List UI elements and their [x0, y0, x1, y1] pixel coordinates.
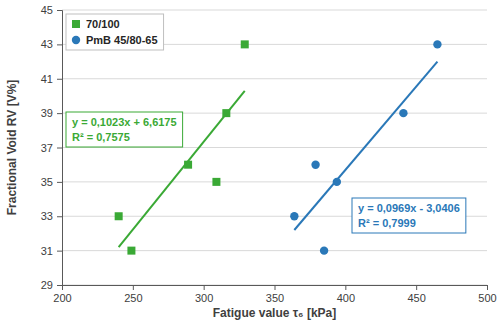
- tick-mark: [57, 79, 62, 80]
- legend-label: PmB 45/80-65: [86, 34, 158, 46]
- tick-mark: [57, 285, 62, 286]
- tick-label: 45: [41, 4, 53, 16]
- tick-label: 33: [41, 210, 53, 222]
- tick: 43: [41, 38, 62, 50]
- chart: 200 250 300 350 400 450 500 29 31 33 35 37 39 41 43 45 F…: [0, 0, 500, 323]
- x-axis: 200 250 300 350 400 450 500: [53, 285, 496, 304]
- tick: 39: [41, 107, 62, 119]
- legend: 70/100 PmB 45/80-65: [66, 14, 164, 50]
- tick-mark: [57, 251, 62, 252]
- point: [222, 109, 230, 117]
- tick: 41: [41, 73, 62, 85]
- legend-label: 70/100: [86, 18, 120, 30]
- tick: 250: [124, 285, 142, 304]
- grid-line: [62, 250, 487, 251]
- tick-label: 300: [195, 292, 213, 304]
- point: [184, 161, 192, 169]
- tick: 29: [41, 279, 62, 291]
- point: [320, 246, 328, 254]
- legend-key: [72, 36, 80, 44]
- tick: 31: [41, 245, 62, 257]
- tick-mark: [345, 285, 346, 290]
- equation: y = 0,0969x - 3,0406: [358, 202, 460, 214]
- point: [241, 40, 249, 48]
- r-squared: R² = 0,7999: [358, 217, 416, 229]
- tick-mark: [416, 285, 417, 290]
- tick-label: 39: [41, 107, 53, 119]
- tick: 33: [41, 210, 62, 222]
- tick-mark: [133, 285, 134, 290]
- tick-mark: [57, 113, 62, 114]
- tick-mark: [57, 44, 62, 45]
- tick-label: 400: [337, 292, 355, 304]
- equation-box: y = 0,1023x + 6,6175 R² = 0,7575: [66, 112, 183, 147]
- tick-mark: [57, 182, 62, 183]
- legend-key: [72, 20, 80, 28]
- tick-mark: [275, 285, 276, 290]
- x-axis-title: Fatigue value τ₆ [kPa]: [213, 306, 337, 320]
- point: [433, 40, 441, 48]
- tick: 450: [407, 285, 425, 304]
- tick-label: 37: [41, 142, 53, 154]
- point: [333, 178, 341, 186]
- tick-mark: [57, 216, 62, 217]
- point: [399, 109, 407, 117]
- point: [311, 160, 319, 168]
- equation-box: y = 0,0969x - 3,0406 R² = 0,7999: [352, 198, 466, 233]
- tick-mark: [57, 148, 62, 149]
- tick-label: 31: [41, 245, 53, 257]
- tick-mark: [57, 10, 62, 11]
- equation-frame: [352, 198, 466, 233]
- y-axis-title: Fractional Void RV [V%]: [5, 80, 19, 216]
- point: [127, 247, 135, 255]
- point: [290, 212, 298, 220]
- tick-label: 200: [53, 292, 71, 304]
- tick-label: 450: [407, 292, 425, 304]
- legend-frame: [66, 14, 164, 50]
- tick: 350: [266, 285, 284, 304]
- tick: 35: [41, 176, 62, 188]
- tick-mark: [487, 285, 488, 290]
- tick-label: 350: [266, 292, 284, 304]
- tick: 200: [53, 285, 71, 304]
- tick-label: 41: [41, 73, 53, 85]
- tick: 300: [195, 285, 213, 304]
- tick-label: 29: [41, 279, 53, 291]
- tick-label: 43: [41, 38, 53, 50]
- grid: [62, 10, 487, 285]
- grid-line: [62, 181, 487, 182]
- grid-line: [62, 10, 487, 11]
- tick: 45: [41, 4, 62, 16]
- tick-label: 500: [478, 292, 496, 304]
- axis-line: [63, 286, 488, 291]
- r-squared: R² = 0,7575: [72, 131, 130, 143]
- point: [212, 178, 220, 186]
- tick: 37: [41, 142, 62, 154]
- tick-label: 250: [124, 292, 142, 304]
- tick-mark: [204, 285, 205, 290]
- point: [115, 212, 123, 220]
- equation-frame: [66, 112, 183, 147]
- tick-label: 35: [41, 176, 53, 188]
- axis-line: [57, 11, 63, 286]
- equation: y = 0,1023x + 6,6175: [72, 116, 177, 128]
- tick: 400: [337, 285, 355, 304]
- y-axis: 29 31 33 35 37 39 41 43 45: [41, 4, 63, 291]
- tick: 500: [478, 285, 496, 304]
